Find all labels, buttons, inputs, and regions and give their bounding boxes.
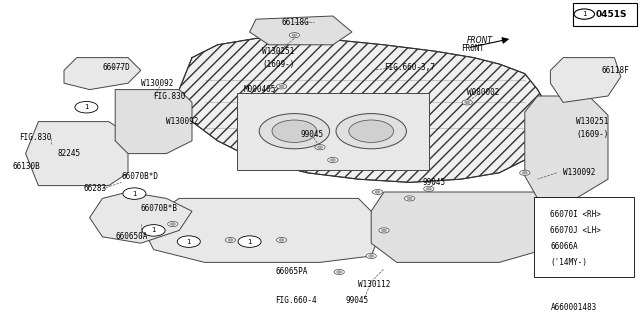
Text: 66066A: 66066A [550, 242, 578, 251]
FancyBboxPatch shape [534, 197, 634, 277]
Text: FRONT: FRONT [467, 36, 493, 45]
Text: (1609-): (1609-) [576, 130, 609, 139]
Circle shape [375, 191, 380, 193]
Circle shape [379, 228, 389, 233]
Polygon shape [141, 198, 384, 262]
Circle shape [317, 146, 323, 148]
Circle shape [520, 170, 530, 175]
Text: W130112: W130112 [358, 280, 391, 289]
Text: 99045: 99045 [422, 178, 445, 187]
Text: 66070J <LH>: 66070J <LH> [550, 226, 601, 235]
Text: W130251: W130251 [576, 117, 609, 126]
Circle shape [465, 101, 470, 104]
Polygon shape [550, 58, 621, 102]
Circle shape [369, 255, 374, 257]
Circle shape [407, 197, 412, 200]
Polygon shape [64, 58, 141, 90]
Text: 66070B*D: 66070B*D [122, 172, 159, 180]
Polygon shape [525, 96, 608, 198]
Circle shape [279, 239, 284, 241]
Circle shape [424, 186, 434, 191]
Text: 66070I <RH>: 66070I <RH> [550, 210, 601, 219]
Circle shape [330, 159, 335, 161]
Text: 1: 1 [186, 239, 191, 244]
Text: 66283: 66283 [83, 184, 106, 193]
Polygon shape [250, 16, 352, 45]
Text: 1: 1 [582, 11, 587, 17]
Circle shape [381, 229, 387, 232]
Circle shape [272, 120, 317, 142]
Text: 660650A: 660650A [115, 232, 148, 241]
Circle shape [228, 239, 233, 241]
Text: W080002: W080002 [467, 88, 500, 97]
Text: 66130B: 66130B [13, 162, 40, 171]
Circle shape [142, 225, 165, 236]
Text: FIG.660-4: FIG.660-4 [275, 296, 317, 305]
Polygon shape [115, 90, 192, 154]
Text: FIG.830: FIG.830 [154, 92, 186, 100]
Circle shape [334, 269, 344, 275]
Text: ('14MY-): ('14MY-) [550, 258, 588, 267]
Circle shape [168, 221, 178, 227]
Circle shape [315, 145, 325, 150]
Circle shape [349, 120, 394, 142]
Circle shape [177, 236, 200, 247]
Text: 66070B*B: 66070B*B [141, 204, 178, 212]
Text: 0451S: 0451S [595, 10, 627, 19]
Circle shape [426, 188, 431, 190]
Circle shape [404, 196, 415, 201]
Text: FRONT: FRONT [461, 44, 484, 52]
Text: FIG.660-3,7: FIG.660-3,7 [384, 63, 435, 72]
Text: 66065PA: 66065PA [275, 268, 308, 276]
Circle shape [225, 237, 236, 243]
Circle shape [328, 157, 338, 163]
Circle shape [336, 114, 406, 149]
FancyBboxPatch shape [237, 93, 429, 170]
Circle shape [522, 172, 527, 174]
Circle shape [337, 271, 342, 273]
Circle shape [276, 237, 287, 243]
Circle shape [462, 100, 472, 105]
Circle shape [238, 236, 261, 247]
Circle shape [292, 34, 297, 36]
Text: A660001483: A660001483 [550, 303, 596, 312]
Text: W130092: W130092 [563, 168, 596, 177]
Circle shape [276, 84, 287, 89]
FancyBboxPatch shape [573, 3, 637, 26]
Circle shape [366, 253, 376, 259]
Circle shape [75, 101, 98, 113]
Circle shape [123, 188, 146, 199]
Polygon shape [26, 122, 128, 186]
Text: W130092: W130092 [166, 117, 199, 126]
Circle shape [574, 9, 595, 19]
Circle shape [259, 114, 330, 149]
Text: 1: 1 [132, 191, 137, 196]
Text: 66118F: 66118F [602, 66, 629, 75]
Text: 99045: 99045 [346, 296, 369, 305]
Text: 1: 1 [247, 239, 252, 244]
Text: W130251: W130251 [262, 47, 295, 56]
Text: FIG.830: FIG.830 [19, 133, 52, 142]
Text: 66118G: 66118G [282, 18, 309, 27]
Text: 1: 1 [84, 104, 89, 110]
Circle shape [170, 223, 175, 225]
Polygon shape [371, 192, 557, 262]
Text: 82245: 82245 [58, 149, 81, 158]
Polygon shape [179, 38, 550, 182]
Circle shape [372, 189, 383, 195]
Circle shape [289, 33, 300, 38]
Text: 66077D: 66077D [102, 63, 130, 72]
Text: M000405: M000405 [243, 85, 276, 94]
Text: (1609-): (1609-) [262, 60, 295, 68]
Text: 1: 1 [151, 228, 156, 233]
Text: W130092: W130092 [141, 79, 173, 88]
Circle shape [279, 85, 284, 88]
Polygon shape [90, 192, 192, 243]
Text: 99045: 99045 [301, 130, 324, 139]
